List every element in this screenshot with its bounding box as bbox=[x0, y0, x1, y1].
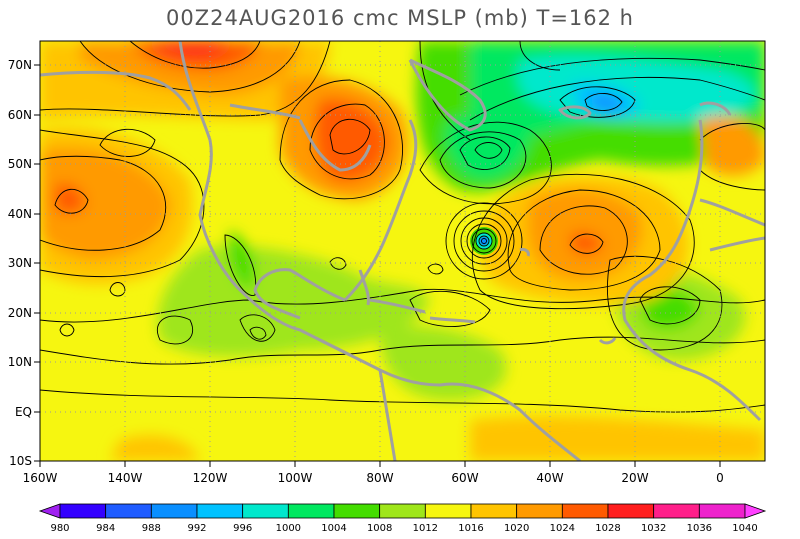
lat-label: 60N bbox=[8, 108, 32, 122]
colorbar-level-label: 1008 bbox=[367, 523, 392, 534]
colorbar-level-label: 984 bbox=[96, 523, 115, 534]
lat-label: 20N bbox=[8, 306, 32, 320]
pressure-field bbox=[40, 41, 765, 461]
colorbar-swatch bbox=[607, 503, 655, 519]
lon-label: 60W bbox=[451, 471, 478, 485]
lon-label: 80W bbox=[366, 471, 393, 485]
lat-label: EQ bbox=[15, 405, 32, 419]
colorbar-swatch bbox=[287, 503, 335, 519]
colorbar-level-label: 1016 bbox=[458, 523, 483, 534]
lon-label: 20W bbox=[621, 471, 648, 485]
colorbar-swatch bbox=[196, 503, 244, 519]
lat-label: 70N bbox=[8, 58, 32, 72]
colorbar-under-triangle bbox=[38, 503, 61, 519]
longitude-labels: 160W 140W 120W 100W 80W 60W 40W 20W 0 bbox=[23, 471, 724, 485]
colorbar-level-label: 988 bbox=[142, 523, 161, 534]
graticule bbox=[40, 41, 765, 461]
colorbar-level-label: 1040 bbox=[732, 523, 757, 534]
colorbar-level-label: 992 bbox=[187, 523, 206, 534]
colorbar-level-label: 1000 bbox=[276, 523, 301, 534]
colorbar: 980 984 988 992 996 1000 1004 1008 1012 1016 1020 1… bbox=[38, 503, 767, 534]
lat-label: 10N bbox=[8, 355, 32, 369]
lon-label: 0 bbox=[716, 471, 724, 485]
colorbar-swatch bbox=[333, 503, 381, 519]
lat-label: 10S bbox=[9, 454, 32, 468]
colorbar-level-label: 1012 bbox=[413, 523, 438, 534]
colorbar-level-label: 1036 bbox=[687, 523, 712, 534]
lon-label: 140W bbox=[108, 471, 143, 485]
lon-label: 40W bbox=[536, 471, 563, 485]
colorbar-level-label: 996 bbox=[233, 523, 252, 534]
colorbar-swatch bbox=[424, 503, 472, 519]
colorbar-level-label: 980 bbox=[50, 523, 69, 534]
colorbar-swatch bbox=[516, 503, 563, 519]
colorbar-level-label: 1032 bbox=[641, 523, 666, 534]
lat-label: 50N bbox=[8, 157, 32, 171]
colorbar-level-label: 1024 bbox=[550, 523, 575, 534]
lon-label: 100W bbox=[278, 471, 313, 485]
colorbar-swatch bbox=[59, 503, 107, 519]
coastlines bbox=[40, 41, 765, 461]
colorbar-swatch bbox=[150, 503, 198, 519]
colorbar-over-triangle bbox=[744, 503, 767, 519]
colorbar-swatch bbox=[470, 503, 518, 519]
colorbar-level-label: 1004 bbox=[321, 523, 346, 534]
lon-label: 120W bbox=[193, 471, 228, 485]
colorbar-swatch bbox=[242, 503, 289, 519]
colorbar-level-label: 1028 bbox=[595, 523, 620, 534]
colorbar-level-label: 1020 bbox=[504, 523, 529, 534]
colorbar-swatch bbox=[105, 503, 152, 519]
low-pressure-center bbox=[445, 202, 523, 280]
latitude-labels: 70N 60N 50N 40N 30N 20N 10N EQ 10S bbox=[8, 58, 32, 468]
lat-label: 30N bbox=[8, 256, 32, 270]
lat-label: 40N bbox=[8, 207, 32, 221]
lon-label: 160W bbox=[23, 471, 58, 485]
colorbar-swatch bbox=[698, 503, 746, 519]
chart-title: 00Z24AUG2016 cmc MSLP (mb) T=162 h bbox=[165, 6, 634, 30]
map-frame bbox=[39, 40, 766, 462]
axis-ticks bbox=[34, 64, 721, 467]
colorbar-swatch bbox=[561, 503, 609, 519]
colorbar-swatch bbox=[379, 503, 426, 519]
colorbar-swatch bbox=[653, 503, 700, 519]
